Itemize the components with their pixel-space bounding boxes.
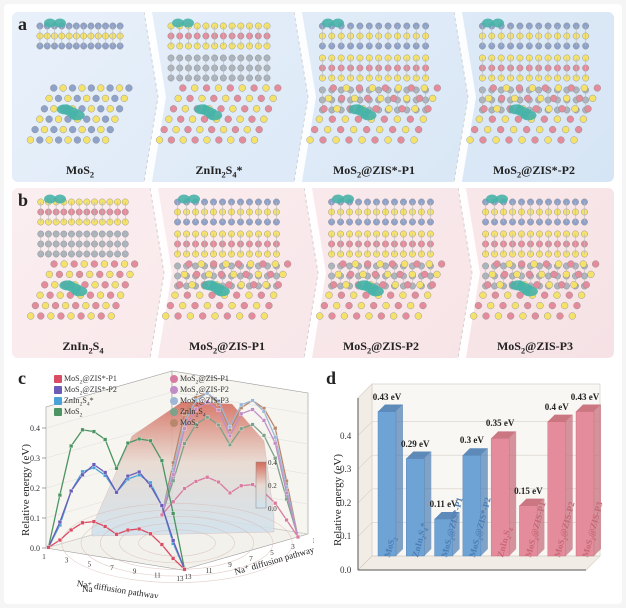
legend-entry: MoS2 — [170, 418, 198, 427]
svg-text:1: 1 — [312, 537, 314, 545]
panel-c-label: c — [18, 368, 26, 389]
bar-value-label: 0.29 eV — [398, 439, 432, 449]
svg-text:5: 5 — [88, 560, 92, 568]
y-tick-label: 0.2 — [340, 498, 351, 508]
crystal-top-view — [312, 258, 451, 333]
bar-value-label: 0.35 eV — [483, 418, 517, 428]
structure-column: MoS2@ZIS-P3 — [458, 188, 612, 358]
bar-value-label: 0.4 eV — [540, 402, 574, 412]
y-tick-label: 0.3 — [340, 464, 351, 474]
crystal-top-view — [158, 258, 297, 333]
structure-label: MoS2 — [16, 163, 144, 178]
bar-value-label: 0.15 eV — [511, 486, 545, 496]
panel-d-label: d — [326, 368, 336, 389]
svg-text:13: 13 — [177, 575, 185, 583]
legend-entry: MoS2@ZIS-P3 — [170, 396, 229, 405]
structure-label: MoS2@ZIS*-P1 — [294, 163, 454, 178]
y-tick-label: 0.4 — [340, 431, 351, 441]
svg-text:0.0: 0.0 — [30, 544, 40, 553]
panel-a: a MoS2ZnIn2S4*MoS2@ZIS*-P1MoS2@ZIS*-P2 — [12, 12, 614, 182]
crystal-top-view — [22, 82, 137, 157]
y-tick-label: 0.0 — [340, 565, 351, 575]
bar-value-label: 0.43 eV — [370, 392, 404, 402]
svg-text:0.0: 0.0 — [268, 505, 277, 513]
structure-column: MoS2 — [16, 12, 144, 182]
structure-label: ZnIn2S4 — [16, 339, 150, 354]
panel-b: b ZnIn2S4MoS2@ZIS-P1MoS2@ZIS-P2MoS2@ZIS-… — [12, 188, 614, 358]
legend-entry: MoS2@ZIS-P1 — [170, 374, 229, 383]
svg-text:1: 1 — [42, 553, 46, 561]
na-molecule-icon — [480, 16, 508, 33]
svg-text:7: 7 — [110, 564, 114, 572]
legend-entry: ZnIn2S4* — [54, 396, 94, 405]
panel-d: d Relative energy (eV) 0.43 eV0.29 eV0.1… — [320, 366, 614, 598]
legend-entry: MoS2@ZIS-P2 — [170, 385, 229, 394]
crystal-top-view — [466, 258, 605, 333]
figure-container: a MoS2ZnIn2S4*MoS2@ZIS*-P1MoS2@ZIS*-P2 b… — [4, 4, 622, 604]
structure-column: MoS2@ZIS-P1 — [150, 188, 304, 358]
svg-text:3: 3 — [65, 557, 69, 565]
panel-c-ylabel: Relative energy (eV) — [20, 444, 32, 536]
na-molecule-icon — [330, 192, 358, 209]
crystal-top-view — [152, 82, 287, 157]
y-tick-label: 0.1 — [340, 531, 351, 541]
legend-entry: ZnIn2S4 — [170, 407, 206, 416]
legend-entry: MoS2@ZIS*-P2 — [54, 385, 117, 394]
bar-value-label: 0.3 eV — [455, 435, 489, 445]
na-molecule-icon — [42, 16, 70, 33]
structure-label: MoS2@ZIS-P2 — [304, 339, 458, 354]
legend-entry: MoS2 — [54, 407, 82, 416]
structure-label: MoS2@ZIS-P1 — [150, 339, 304, 354]
structure-label: ZnIn2S4* — [144, 163, 294, 178]
svg-text:0.2: 0.2 — [268, 482, 277, 490]
svg-text:9: 9 — [133, 568, 137, 576]
na-molecule-icon — [170, 16, 198, 33]
na-molecule-icon — [484, 192, 512, 209]
svg-text:9: 9 — [228, 561, 232, 569]
na-molecule-icon — [42, 192, 70, 209]
na-molecule-icon — [176, 192, 204, 209]
structure-column: MoS2@ZIS*-P2 — [454, 12, 614, 182]
crystal-top-view — [462, 82, 606, 157]
na-molecule-icon — [320, 16, 348, 33]
structure-column: ZnIn2S4 — [16, 188, 150, 358]
svg-text:13: 13 — [185, 573, 193, 581]
structure-label: MoS2@ZIS-P3 — [458, 339, 612, 354]
svg-text:0.4: 0.4 — [30, 424, 40, 433]
svg-text:0.4: 0.4 — [268, 459, 277, 467]
structure-column: MoS2@ZIS-P2 — [304, 188, 458, 358]
structure-label: MoS2@ZIS*-P2 — [454, 163, 614, 178]
panel-c: c 0.00.10.20.30.4135791113131197531NaNa⁺… — [12, 366, 314, 598]
structure-column: MoS2@ZIS*-P1 — [294, 12, 454, 182]
bar-value-label: 0.43 eV — [568, 392, 602, 402]
structure-column: ZnIn2S4* — [144, 12, 294, 182]
crystal-top-view — [302, 82, 446, 157]
crystal-top-view — [23, 258, 144, 333]
svg-text:11: 11 — [206, 567, 213, 575]
legend-entry: MoS2@ZIS*-P1 — [54, 374, 117, 383]
svg-text:11: 11 — [154, 571, 161, 579]
